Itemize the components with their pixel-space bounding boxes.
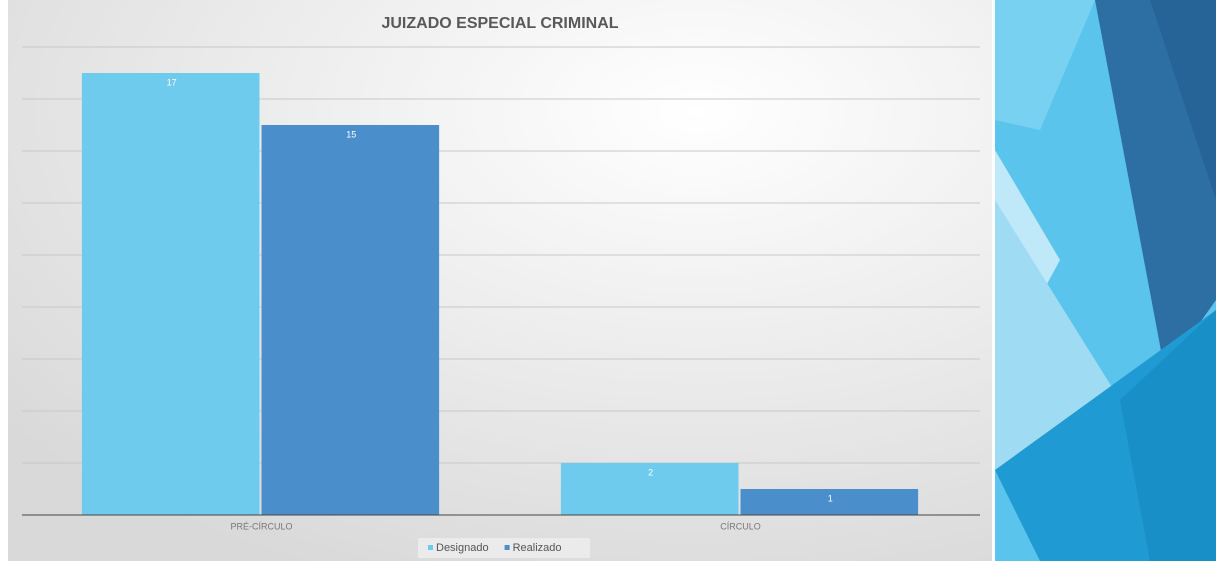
legend-box — [418, 538, 590, 558]
x-tick-label: CÍRCULO — [720, 521, 761, 531]
bar — [81, 73, 260, 515]
bar — [261, 125, 440, 515]
legend: Designado Realizado — [418, 538, 590, 558]
legend-label: Designado — [436, 542, 489, 554]
data-label: 2 — [648, 467, 653, 477]
x-tick-label: PRÉ-CÍRCULO — [230, 521, 292, 531]
legend-label: Realizado — [513, 542, 562, 554]
legend-swatch — [504, 545, 510, 550]
bar — [560, 463, 739, 515]
data-label: 15 — [346, 129, 356, 139]
data-label: 1 — [828, 493, 833, 503]
data-label: 17 — [167, 77, 177, 87]
chart-title: JUIZADO ESPECIAL CRIMINAL — [381, 15, 618, 32]
bar — [740, 489, 919, 515]
decoration — [995, 0, 1216, 561]
legend-swatch — [428, 545, 433, 550]
